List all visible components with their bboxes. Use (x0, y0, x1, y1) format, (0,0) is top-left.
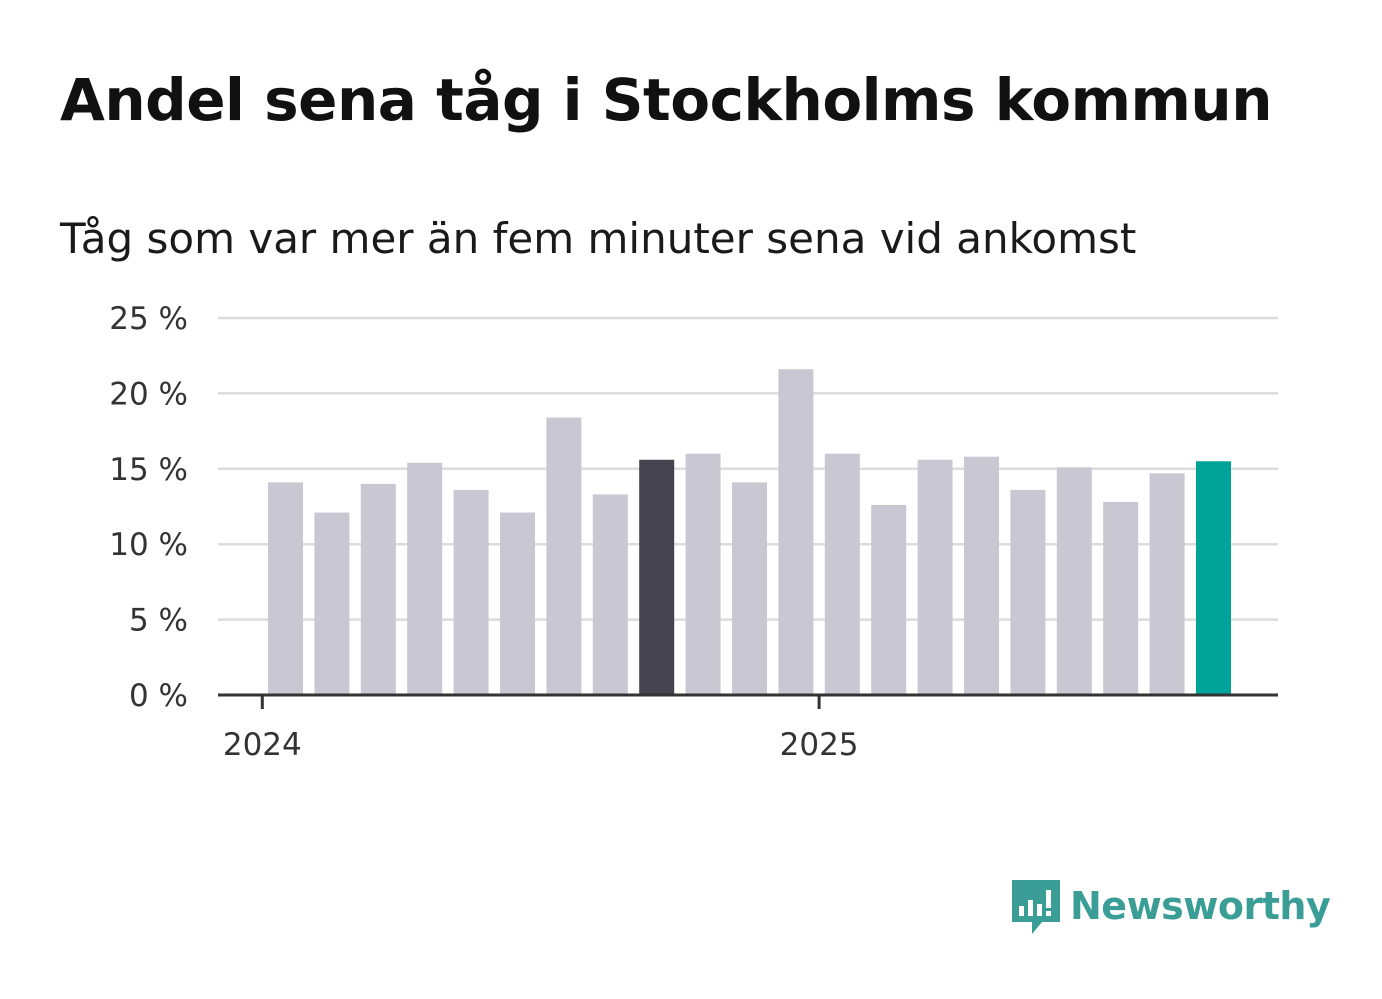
bars (268, 369, 1231, 695)
bar (732, 482, 767, 695)
y-tick-label: 20 % (109, 376, 188, 412)
brand-logo: Newsworthy (1010, 876, 1331, 936)
y-tick-label: 15 % (109, 452, 188, 488)
bar (964, 456, 999, 695)
bar (314, 512, 350, 695)
bar (360, 483, 396, 695)
bar (917, 459, 953, 695)
bar (546, 417, 582, 695)
x-axis (218, 693, 1278, 709)
bar (1196, 461, 1231, 695)
y-tick-label: 0 % (129, 678, 188, 714)
brand-name: Newsworthy (1070, 884, 1331, 928)
y-axis-labels: 0 % 5 % 10 % 15 % 20 % 25 % (109, 301, 188, 714)
bar (268, 482, 303, 695)
bar (871, 504, 907, 695)
x-axis-labels: 2024 2025 (223, 727, 859, 763)
x-tick-label: 2024 (223, 727, 302, 763)
bar (824, 453, 860, 695)
bar (592, 494, 628, 695)
chart-subtitle: Tåg som var mer än fem minuter sena vid … (60, 214, 1137, 263)
bar (1149, 473, 1185, 695)
chart-title: Andel sena tåg i Stockholms kommun (60, 66, 1273, 134)
bar (685, 453, 721, 695)
bar (1010, 489, 1046, 695)
bar (500, 512, 535, 695)
bar (1056, 467, 1092, 695)
bar (1103, 501, 1139, 695)
bar (453, 489, 489, 695)
bar (778, 369, 814, 695)
bar (639, 459, 675, 695)
y-tick-label: 5 % (129, 603, 188, 639)
newsworthy-logo-icon (1012, 880, 1060, 934)
x-tick-label: 2025 (780, 727, 859, 763)
bar (407, 462, 443, 695)
y-tick-label: 25 % (109, 301, 188, 337)
y-tick-label: 10 % (109, 527, 188, 563)
